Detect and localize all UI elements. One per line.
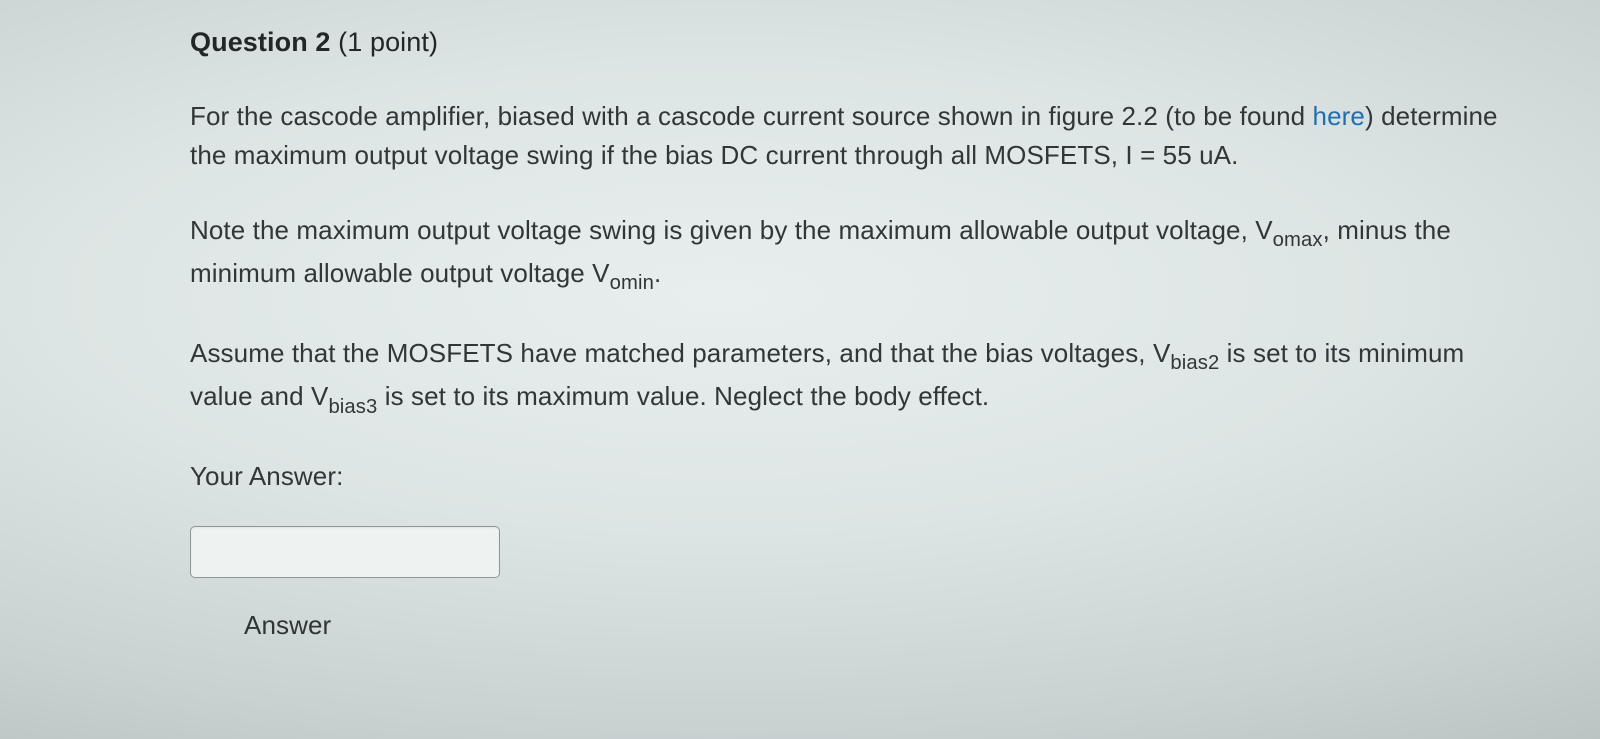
answer-input[interactable] <box>190 526 500 578</box>
p3-text-a: Assume that the MOSFETS have matched par… <box>190 338 1170 368</box>
question-heading: Question 2 (1 point) <box>190 22 1540 63</box>
subscript-bias3: bias3 <box>328 396 377 418</box>
question-title: Question 2 <box>190 27 331 57</box>
subscript-bias2: bias2 <box>1170 352 1219 374</box>
question-paragraph-3: Assume that the MOSFETS have matched par… <box>190 334 1520 421</box>
p3-text-c: is set to its maximum value. Neglect the… <box>377 381 989 411</box>
p2-text-c: . <box>654 258 661 288</box>
your-answer-label: Your Answer: <box>190 457 1540 496</box>
subscript-omin: omin <box>610 272 654 294</box>
subscript-omax: omax <box>1273 229 1323 251</box>
figure-link[interactable]: here <box>1313 101 1365 131</box>
answer-unit-label: Answer <box>190 606 1540 645</box>
question-points: (1 point) <box>338 27 438 57</box>
p1-text-a: For the cascode amplifier, biased with a… <box>190 101 1313 131</box>
question-paragraph-2: Note the maximum output voltage swing is… <box>190 211 1520 298</box>
question-paragraph-1: For the cascode amplifier, biased with a… <box>190 97 1520 175</box>
p2-text-a: Note the maximum output voltage swing is… <box>190 215 1273 245</box>
